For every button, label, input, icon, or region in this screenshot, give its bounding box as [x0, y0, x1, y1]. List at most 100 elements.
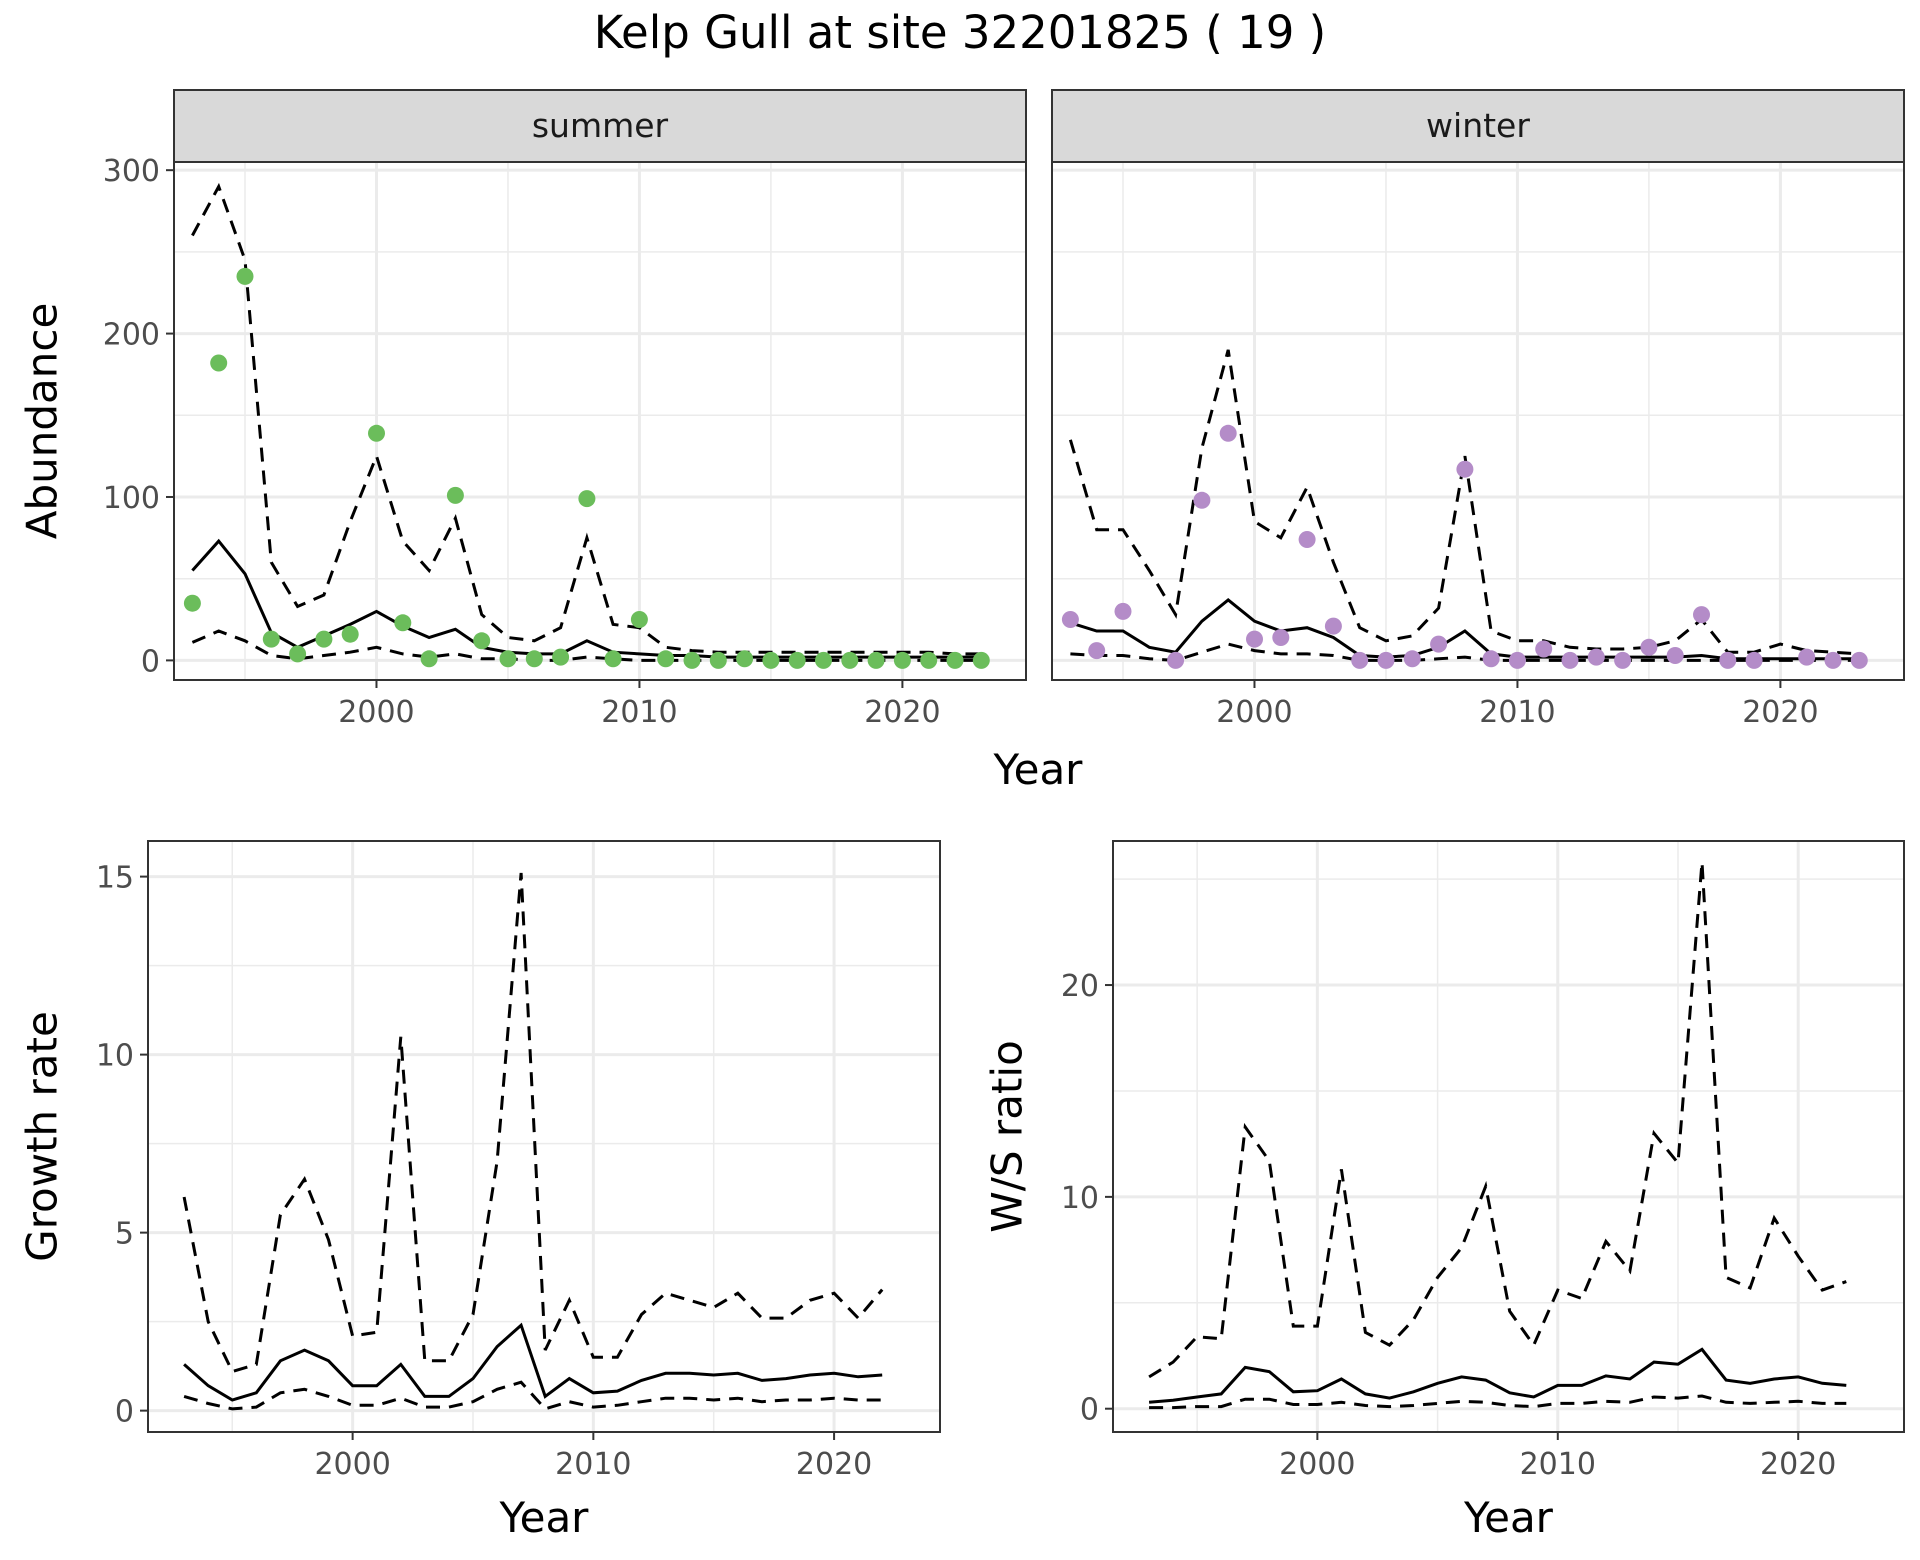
data-point — [499, 650, 517, 668]
data-point — [1508, 651, 1526, 669]
data-point — [1745, 651, 1763, 669]
summer-strip — [173, 89, 1027, 163]
summer-observed-points — [183, 267, 990, 669]
data-point — [1614, 651, 1632, 669]
ratio-grid — [1113, 841, 1904, 1432]
data-point — [1114, 602, 1132, 620]
winter-observed-points — [1061, 424, 1868, 669]
data-point — [473, 632, 491, 650]
y-tick-label: 0 — [115, 1395, 134, 1430]
growth-panel-border — [147, 840, 941, 1433]
data-point — [262, 630, 280, 648]
summer-grid — [174, 162, 1026, 680]
data-point — [683, 651, 701, 669]
summer-strip-label: summer — [532, 106, 669, 145]
data-point — [946, 651, 964, 669]
data-point — [420, 650, 438, 668]
data-point — [525, 650, 543, 668]
data-point — [841, 651, 859, 669]
data-point — [815, 651, 832, 669]
y-tick-label: 5 — [115, 1217, 134, 1252]
x-tick-label: 2020 — [1760, 1447, 1836, 1482]
ratio-mean-line — [1148, 1347, 1847, 1404]
data-point — [315, 630, 333, 648]
y-tick-label: 200 — [103, 318, 160, 353]
data-point — [578, 490, 596, 508]
data-point — [1693, 606, 1710, 624]
data-point — [736, 650, 754, 668]
data-point — [762, 651, 780, 669]
data-point — [1456, 460, 1474, 478]
x-tick-label: 2000 — [314, 1447, 390, 1482]
data-point — [1193, 491, 1211, 509]
data-point — [972, 651, 990, 669]
data-point — [1535, 640, 1553, 658]
data-point — [1167, 651, 1185, 669]
figure-title: Kelp Gull at site 32201825 ( 19 ) — [594, 6, 1326, 59]
x-tick-label: 2020 — [864, 695, 940, 730]
growth-mean-line — [183, 1322, 883, 1402]
x-tick-label: 2010 — [1520, 1447, 1596, 1482]
data-point — [893, 651, 911, 669]
data-point — [1850, 651, 1868, 669]
y-tick-label: 0 — [141, 644, 160, 679]
winter-lower-line — [1070, 642, 1860, 662]
data-point — [368, 424, 385, 442]
x-tick-label: 2000 — [1216, 695, 1292, 730]
growth-rate-panel: 2000 2010 2020 0 5 10 15 Growth rate Year — [18, 840, 941, 1542]
data-point — [1666, 647, 1684, 664]
data-point — [1377, 651, 1395, 669]
x-tick-label: 2010 — [1479, 695, 1555, 730]
growth-upper-line — [182, 872, 884, 1374]
data-point — [1298, 531, 1316, 548]
growth-y-axis-title: Growth rate — [18, 1011, 67, 1262]
y-tick-label: 0 — [1080, 1393, 1099, 1428]
x-tick-label: 2000 — [1279, 1447, 1355, 1482]
data-point — [1824, 651, 1842, 669]
x-tick-label: 2010 — [555, 1447, 631, 1482]
data-point — [1640, 638, 1658, 656]
data-point — [920, 651, 938, 669]
data-point — [1061, 611, 1079, 628]
data-point — [394, 614, 412, 632]
x-tick-label: 2020 — [796, 1447, 872, 1482]
growth-lower-line — [183, 1380, 883, 1411]
ws-ratio-panel: 2000 2010 2020 0 10 20 W/S ratio Year — [983, 840, 1905, 1542]
summer-panel-border — [173, 161, 1027, 681]
winter-strip-label: winter — [1426, 106, 1530, 145]
y-tick-label: 10 — [96, 1039, 134, 1074]
ratio-y-axis-title: W/S ratio — [983, 1040, 1032, 1233]
winter-panel-border — [1051, 161, 1905, 681]
data-point — [1272, 629, 1290, 646]
data-point — [1798, 648, 1816, 666]
x-tick-label: 2000 — [338, 695, 414, 730]
data-point — [1403, 650, 1421, 668]
data-point — [788, 651, 806, 669]
x-tick-label: 2010 — [601, 695, 677, 730]
data-point — [1219, 424, 1237, 442]
growth-x-axis-title: Year — [499, 1493, 590, 1542]
summer-upper-line — [191, 182, 982, 656]
ratio-panel-border — [1112, 840, 1905, 1433]
y-tick-label: 15 — [96, 861, 134, 896]
growth-grid — [148, 841, 940, 1432]
winter-abundance-panel: winter 2000 2010 2020 — [1051, 89, 1905, 730]
data-point — [1561, 651, 1579, 669]
data-point — [183, 594, 201, 612]
summer-abundance-panel: summer 2000 2010 2020 0 100 200 300 Abundance — [18, 89, 1027, 730]
data-point — [552, 648, 570, 666]
data-point — [1430, 635, 1448, 653]
ratio-x-axis-title: Year — [1463, 1493, 1554, 1542]
data-point — [1324, 617, 1342, 635]
ratio-upper-line — [1148, 862, 1847, 1379]
data-point — [630, 611, 648, 628]
data-point — [709, 651, 727, 669]
data-point — [1088, 642, 1106, 660]
y-tick-label: 10 — [1061, 1181, 1099, 1216]
data-point — [1587, 648, 1605, 666]
data-point — [1351, 651, 1369, 669]
data-point — [236, 267, 254, 285]
data-point — [210, 354, 228, 372]
summer-y-axis-title: Abundance — [18, 303, 67, 540]
